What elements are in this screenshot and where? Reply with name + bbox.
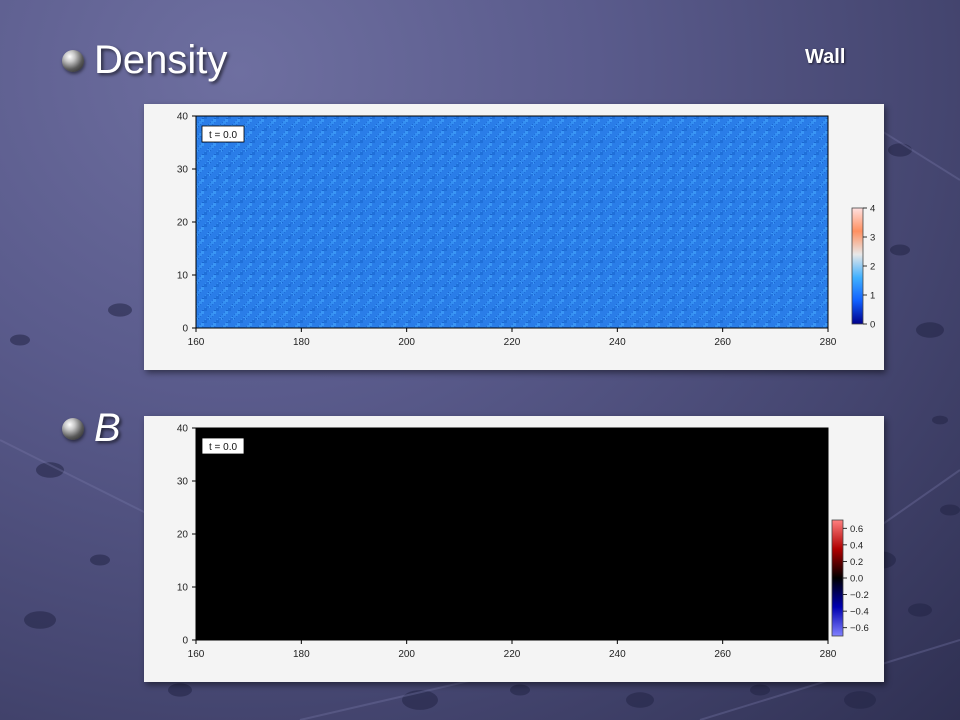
colorbar-tick-label: 0.6 <box>850 524 863 535</box>
x-tick-label: 260 <box>714 337 731 348</box>
heatmap-field <box>196 116 828 328</box>
y-tick-label: 40 <box>177 424 189 435</box>
colorbar-tick-label: 2 <box>870 262 875 273</box>
wall-label: Wall <box>805 46 846 68</box>
colorbar-tick-label: −0.2 <box>850 590 869 601</box>
y-tick-label: 10 <box>177 583 189 594</box>
colorbar-tick-label: −0.6 <box>850 623 869 634</box>
x-tick-label: 160 <box>188 337 205 348</box>
bg-dot-decoration <box>90 554 110 566</box>
bg-dot-decoration <box>932 415 948 425</box>
y-tick-label: 20 <box>177 218 189 229</box>
y-tick-label: 0 <box>182 636 188 647</box>
bg-dot-decoration <box>108 303 132 317</box>
x-tick-label: 200 <box>398 337 415 348</box>
time-label: t = 0.0 <box>209 442 238 453</box>
bullet-icon <box>62 417 84 440</box>
bg-dot-decoration <box>10 334 30 346</box>
bg-dot-decoration <box>24 611 56 629</box>
density-heading: Density <box>94 38 228 82</box>
b-field-heading: B <box>94 406 121 450</box>
bg-dot-decoration <box>844 691 876 709</box>
colorbar-tick-label: 0.4 <box>850 540 863 551</box>
y-tick-label: 10 <box>177 271 189 282</box>
colorbar <box>851 207 864 325</box>
b-field-heatmap-chart: 160 180 200 220 240 260 280 0 10 20 30 40 t = 0.0 0.6… <box>177 424 869 661</box>
density-heading-row: Density <box>62 38 227 83</box>
x-tick-label: 280 <box>820 337 837 348</box>
colorbar-tick-label: 0.0 <box>850 574 863 585</box>
time-label-box <box>201 437 245 455</box>
bg-line-decoration <box>879 129 960 181</box>
bg-dot-decoration <box>890 244 910 256</box>
x-tick-label: 180 <box>293 337 310 348</box>
time-label-box <box>201 125 245 143</box>
colorbar-tick-label: 4 <box>870 204 875 215</box>
y-tick-label: 30 <box>177 165 189 176</box>
y-tick-label: 40 <box>177 112 189 123</box>
x-tick-label: 180 <box>293 649 310 660</box>
x-tick-label: 160 <box>188 649 205 660</box>
x-tick-label: 260 <box>714 649 731 660</box>
bullet-icon <box>62 49 84 72</box>
density-plot-panel: 160 180 200 220 240 260 280 0 10 20 30 40 t = 0.0 0 1 2… <box>144 104 884 370</box>
x-tick-label: 220 <box>504 649 521 660</box>
y-tick-label: 20 <box>177 530 189 541</box>
b-heading-row: B <box>62 406 121 451</box>
bg-dot-decoration <box>940 504 960 516</box>
bg-line-decoration <box>0 439 161 521</box>
colorbar <box>831 519 844 637</box>
bg-dot-decoration <box>626 692 654 708</box>
x-tick-label: 220 <box>504 337 521 348</box>
bg-dot-decoration <box>916 322 944 338</box>
bg-dot-decoration <box>510 684 530 696</box>
b-field-plot-panel: 160 180 200 220 240 260 280 0 10 20 30 40 t = 0.0 0.6… <box>144 416 884 682</box>
bg-dot-decoration <box>36 462 64 478</box>
colorbar-tick-label: −0.4 <box>850 607 869 618</box>
heatmap-field <box>196 428 828 640</box>
bg-dot-decoration <box>908 603 932 617</box>
bg-dot-decoration <box>168 683 192 697</box>
y-tick-label: 0 <box>182 324 188 335</box>
colorbar-tick-label: 0.2 <box>850 557 863 568</box>
bg-dot-decoration <box>750 684 770 696</box>
time-label: t = 0.0 <box>209 130 238 141</box>
y-tick-label: 30 <box>177 477 189 488</box>
x-tick-label: 240 <box>609 337 626 348</box>
bg-dot-decoration <box>402 690 438 710</box>
x-tick-label: 280 <box>820 649 837 660</box>
colorbar-tick-label: 3 <box>870 233 875 244</box>
density-heatmap-chart: 160 180 200 220 240 260 280 0 10 20 30 40 t = 0.0 0 1 2… <box>177 112 875 349</box>
colorbar-tick-label: 0 <box>870 320 875 331</box>
bg-dot-decoration <box>888 143 912 157</box>
x-tick-label: 200 <box>398 649 415 660</box>
x-tick-label: 240 <box>609 649 626 660</box>
colorbar-tick-label: 1 <box>870 291 875 302</box>
